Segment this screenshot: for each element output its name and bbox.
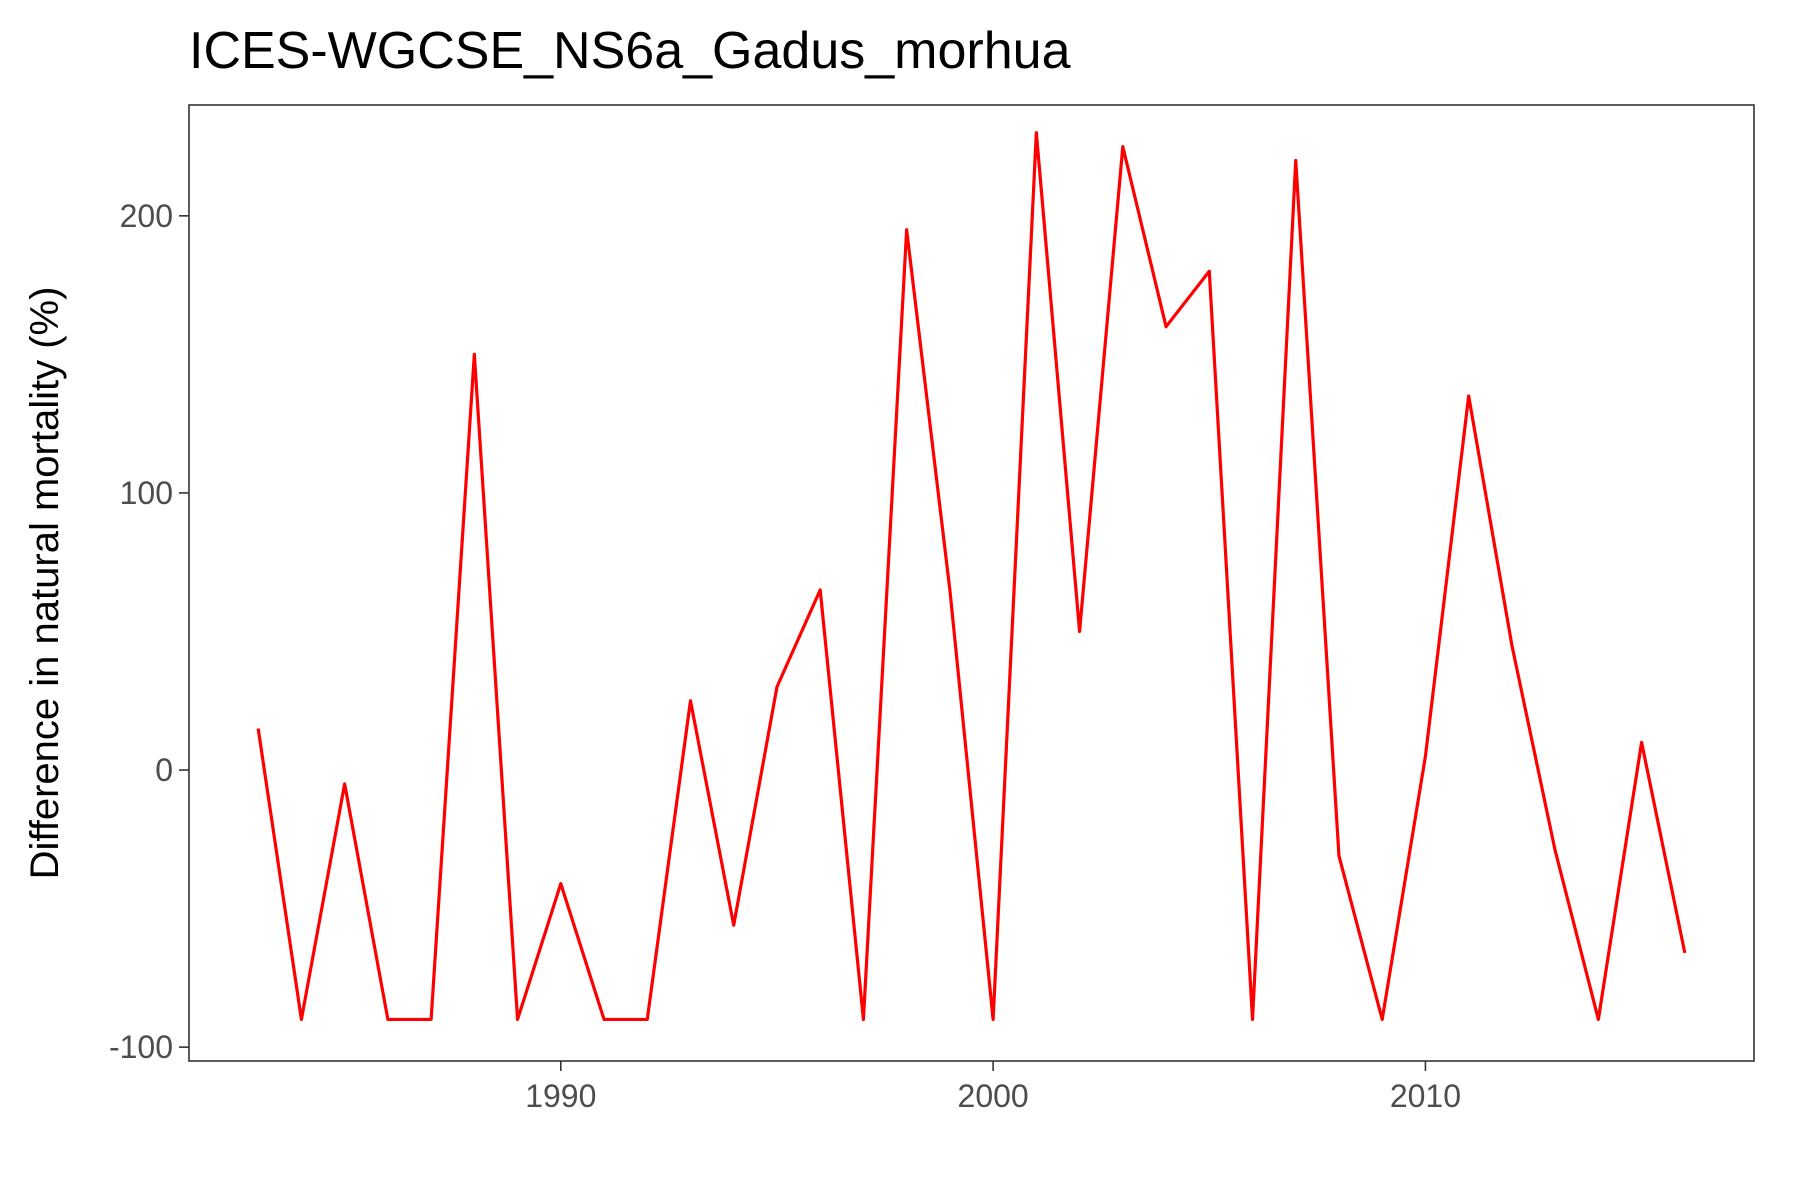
y-tick-label: 0 [155, 752, 173, 788]
x-tick-label: 2000 [958, 1078, 1029, 1114]
y-tick-label: -100 [109, 1029, 173, 1065]
y-axis: -100 0 100 200 [109, 198, 189, 1065]
x-tick-label: 1990 [525, 1078, 596, 1114]
plot-panel [188, 104, 1755, 1062]
chart-title: ICES-WGCSE_NS6a_Gadus_morhua [189, 22, 1071, 80]
y-tick-label: 100 [120, 475, 173, 511]
y-axis-label: Difference in natural mortality (%) [23, 287, 67, 880]
y-tick-label: 200 [120, 198, 173, 234]
series-group [256, 131, 1687, 1022]
series-line [256, 131, 1687, 1022]
x-axis: 1990 2000 2010 [525, 1061, 1461, 1114]
x-tick-label: 2010 [1390, 1078, 1461, 1114]
